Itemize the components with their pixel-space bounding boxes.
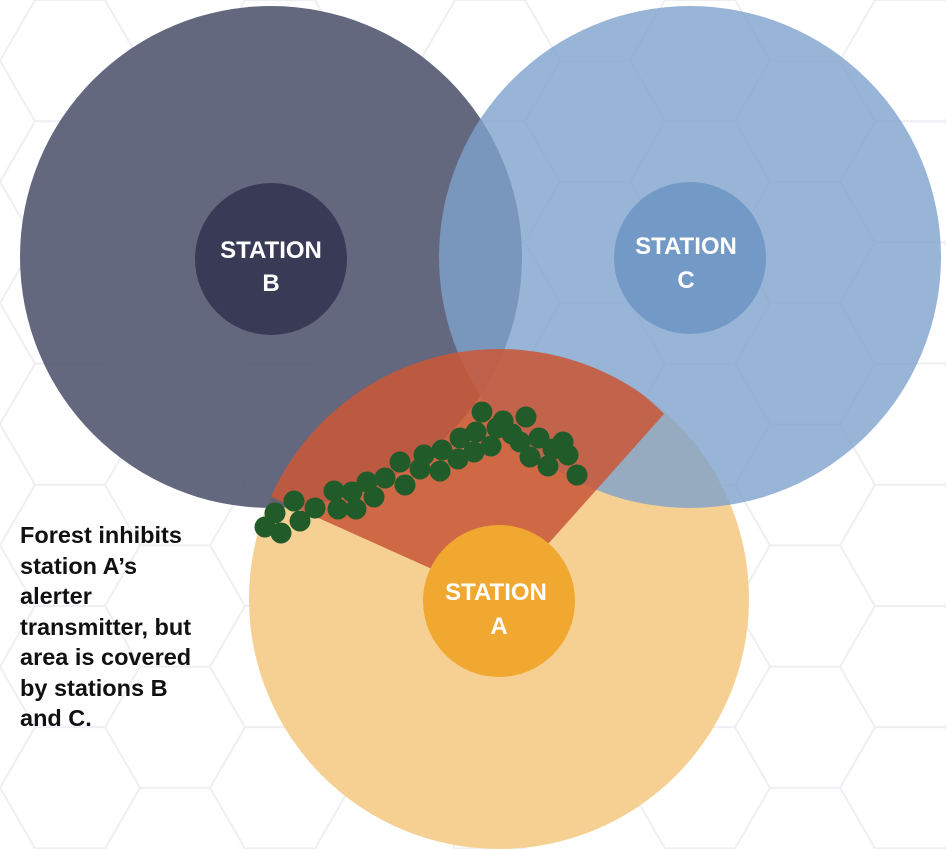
forest-tree <box>389 451 411 473</box>
forest-tree <box>566 464 588 486</box>
explanation-caption: Forest inhibits station A’s alerter tran… <box>20 520 235 734</box>
forest-tree <box>363 486 385 508</box>
forest-tree <box>465 421 487 443</box>
caption-line: area is covered <box>20 644 192 670</box>
forest-tree <box>341 481 363 503</box>
caption-line: Forest inhibits <box>20 522 182 548</box>
forest-tree <box>447 448 469 470</box>
forest-tree <box>283 490 305 512</box>
caption-line: alerter <box>20 583 92 609</box>
forest-tree <box>431 439 453 461</box>
forest-tree <box>345 498 367 520</box>
forest-tree <box>557 444 579 466</box>
forest-tree <box>449 427 471 449</box>
forest-tree <box>270 522 292 544</box>
station-c-marker: STATION C <box>614 182 766 334</box>
caption-line: station A’s <box>20 552 138 579</box>
caption-line: by stations B <box>20 674 168 701</box>
forest-tree <box>394 474 416 496</box>
station-b-label-line2: B <box>262 270 279 297</box>
forest-tree <box>429 460 451 482</box>
forest-tree <box>374 467 396 489</box>
station-c-circle <box>614 182 766 334</box>
forest-tree <box>509 431 531 453</box>
station-b-marker: STATION B <box>195 183 347 335</box>
station-b-label-line1: STATION <box>220 237 322 264</box>
caption-line: and C. <box>20 705 92 731</box>
forest-tree <box>471 401 493 423</box>
forest-tree <box>515 406 537 428</box>
forest-tree <box>480 435 502 457</box>
caption-line: transmitter, but <box>20 613 192 640</box>
forest-tree <box>413 444 435 466</box>
forest-tree <box>264 502 286 524</box>
forest-tree <box>289 510 311 532</box>
forest-tree <box>519 446 541 468</box>
station-a-marker: STATION A <box>423 525 575 677</box>
forest-tree <box>463 441 485 463</box>
forest-tree <box>327 498 349 520</box>
forest-tree <box>323 480 345 502</box>
station-b-circle <box>195 183 347 335</box>
forest-tree <box>537 455 559 477</box>
station-a-circle <box>423 525 575 677</box>
forest-tree <box>304 497 326 519</box>
station-a-label-line2: A <box>490 613 507 640</box>
station-a-label-line1: STATION <box>445 579 547 606</box>
station-c-label-line2: C <box>677 267 694 294</box>
station-c-label-line1: STATION <box>635 233 737 260</box>
forest <box>254 401 588 544</box>
